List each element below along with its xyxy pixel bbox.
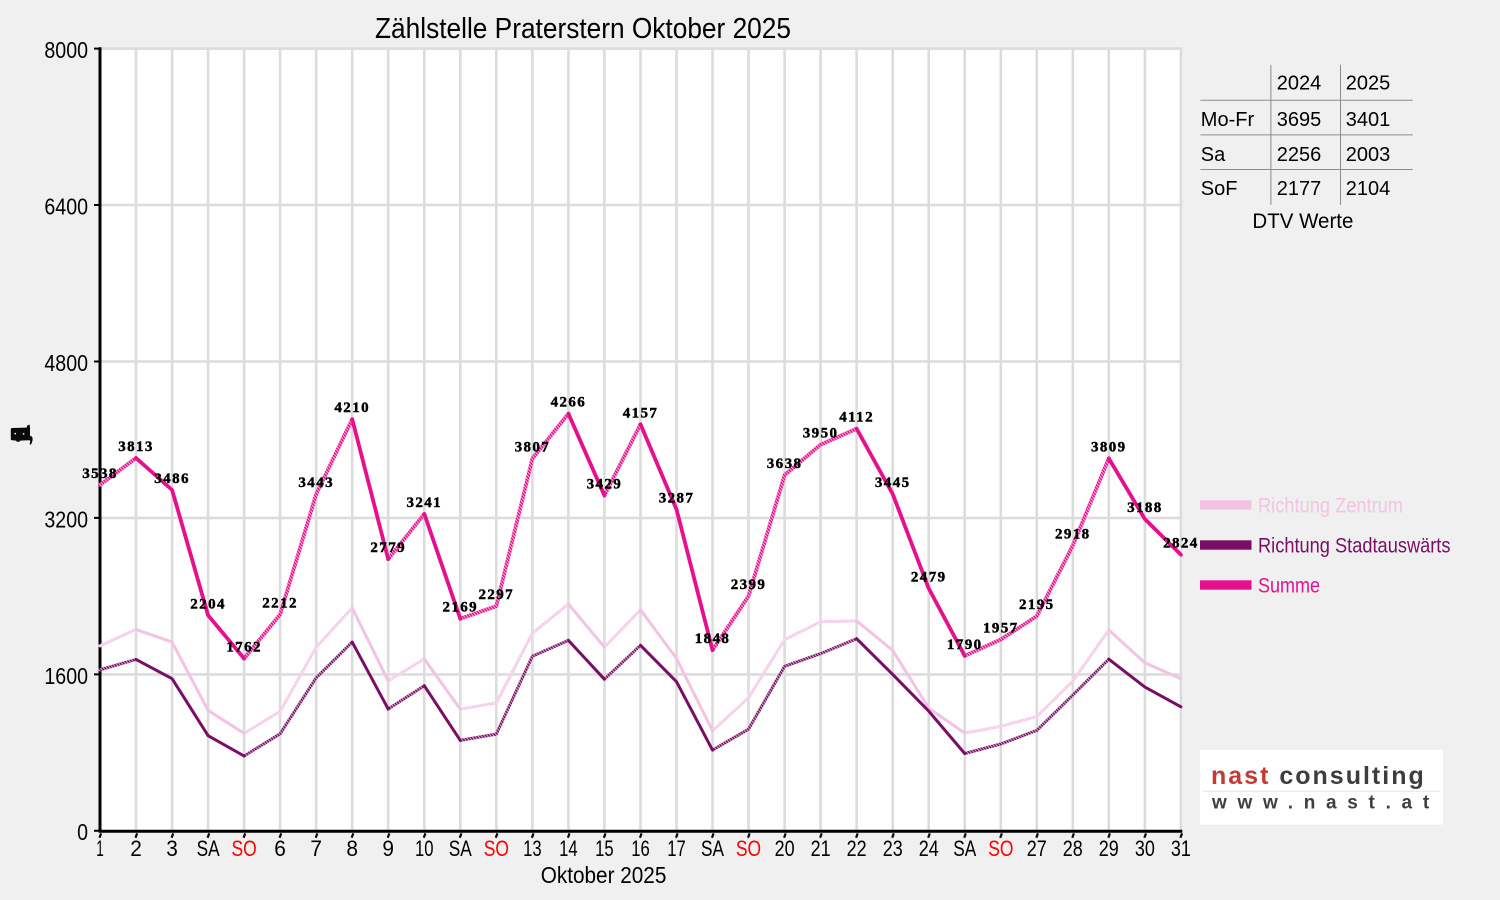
svg-text:DTV Werte: DTV Werte <box>1252 210 1353 233</box>
svg-text:Zählstelle Praterstern Oktober: Zählstelle Praterstern Oktober 2025 <box>375 13 791 45</box>
svg-text:3200: 3200 <box>44 506 88 532</box>
svg-text:4210: 4210 <box>334 400 370 416</box>
svg-text:3950: 3950 <box>803 426 839 442</box>
svg-text:3813: 3813 <box>118 439 154 455</box>
svg-text:2: 2 <box>130 836 142 861</box>
svg-text:8000: 8000 <box>44 37 88 63</box>
svg-text:3287: 3287 <box>659 490 695 506</box>
svg-text:2177: 2177 <box>1277 178 1322 200</box>
svg-text:2024: 2024 <box>1277 72 1322 94</box>
svg-text:3638: 3638 <box>767 456 803 472</box>
svg-text:1762: 1762 <box>226 640 262 656</box>
svg-text:SA: SA <box>449 836 472 861</box>
svg-text:29: 29 <box>1099 836 1119 861</box>
svg-text:2824: 2824 <box>1163 536 1199 552</box>
svg-text:31: 31 <box>1171 836 1191 861</box>
svg-text:23: 23 <box>883 836 903 861</box>
svg-text:3695: 3695 <box>1277 109 1322 131</box>
svg-text:1600: 1600 <box>44 663 88 689</box>
svg-text:3538: 3538 <box>82 466 118 482</box>
svg-text:4157: 4157 <box>623 405 659 421</box>
svg-text:7: 7 <box>310 836 322 861</box>
svg-text:2003: 2003 <box>1346 144 1391 166</box>
svg-text:2779: 2779 <box>370 540 406 556</box>
svg-text:SO: SO <box>988 836 1013 861</box>
svg-text:www.nast.at: www.nast.at <box>1211 793 1440 814</box>
svg-text:2479: 2479 <box>911 569 947 585</box>
svg-text:nast consulting: nast consulting <box>1211 762 1426 790</box>
svg-text:13: 13 <box>523 836 542 861</box>
svg-text:2256: 2256 <box>1277 144 1322 166</box>
svg-text:1848: 1848 <box>695 631 731 647</box>
svg-text:15: 15 <box>595 836 614 861</box>
svg-text:3809: 3809 <box>1091 439 1127 455</box>
svg-text:SoF: SoF <box>1201 178 1238 200</box>
svg-text:2025: 2025 <box>1346 72 1391 94</box>
svg-text:6: 6 <box>274 836 286 861</box>
svg-text:2204: 2204 <box>190 596 226 612</box>
svg-text:SO: SO <box>232 836 257 861</box>
svg-text:2195: 2195 <box>1019 597 1055 613</box>
svg-text:24: 24 <box>919 836 939 861</box>
svg-text:SO: SO <box>484 836 509 861</box>
svg-text:Richtung Zentrum: Richtung Zentrum <box>1258 494 1403 517</box>
svg-text:30: 30 <box>1135 836 1155 861</box>
svg-text:6400: 6400 <box>44 193 88 219</box>
svg-text:3401: 3401 <box>1346 109 1391 131</box>
svg-text:SO: SO <box>736 836 761 861</box>
svg-text:SA: SA <box>701 836 724 861</box>
svg-text:Mo-Fr: Mo-Fr <box>1201 109 1255 131</box>
svg-text:8: 8 <box>346 836 358 861</box>
svg-text:4112: 4112 <box>839 410 874 426</box>
svg-text:SA: SA <box>953 836 976 861</box>
svg-text:2918: 2918 <box>1055 527 1091 543</box>
svg-text:4266: 4266 <box>551 395 587 411</box>
svg-text:27: 27 <box>1027 836 1047 861</box>
svg-text:3443: 3443 <box>298 475 334 491</box>
svg-text:14: 14 <box>559 836 578 861</box>
svg-text:0: 0 <box>77 819 88 845</box>
svg-text:3188: 3188 <box>1127 500 1163 516</box>
svg-text:2212: 2212 <box>262 596 298 612</box>
svg-text:17: 17 <box>667 836 686 861</box>
svg-text:Summe: Summe <box>1258 574 1320 597</box>
svg-text:9: 9 <box>382 836 394 861</box>
svg-text:21: 21 <box>811 836 831 861</box>
svg-text:22: 22 <box>847 836 867 861</box>
svg-text:3807: 3807 <box>515 440 551 456</box>
svg-text:Oktober 2025: Oktober 2025 <box>541 862 667 888</box>
svg-text:1: 1 <box>96 836 104 861</box>
svg-text:Sa: Sa <box>1201 144 1226 166</box>
svg-text:2104: 2104 <box>1346 178 1391 200</box>
svg-text:4800: 4800 <box>44 350 88 376</box>
svg-text:3241: 3241 <box>406 495 442 511</box>
svg-text:20: 20 <box>775 836 795 861</box>
svg-text:2169: 2169 <box>442 600 478 616</box>
svg-text:10: 10 <box>415 836 434 861</box>
svg-text:28: 28 <box>1063 836 1083 861</box>
svg-text:1790: 1790 <box>947 637 983 653</box>
svg-text:2297: 2297 <box>478 587 514 603</box>
svg-text:2399: 2399 <box>731 577 767 593</box>
svg-text:SA: SA <box>197 836 220 861</box>
svg-text:1957: 1957 <box>983 621 1019 637</box>
svg-text:3445: 3445 <box>875 475 911 491</box>
svg-text:3429: 3429 <box>587 477 623 493</box>
svg-text:3486: 3486 <box>154 471 190 487</box>
svg-text:Richtung Stadtauswärts: Richtung Stadtauswärts <box>1258 534 1451 557</box>
svg-text:16: 16 <box>631 836 650 861</box>
svg-text:3: 3 <box>166 836 178 861</box>
